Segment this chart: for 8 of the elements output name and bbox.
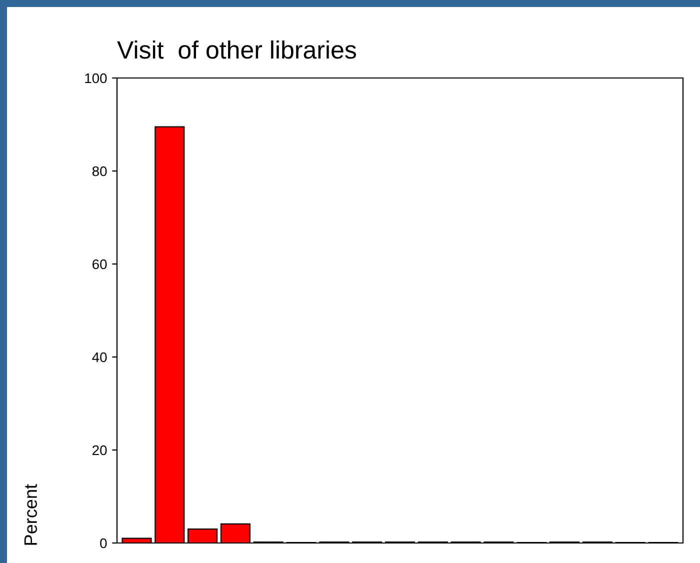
y-tick-label: 20	[92, 445, 107, 456]
y-tick-label: 40	[92, 352, 107, 362]
y-tick-label: 60	[92, 259, 107, 270]
chart-title: Visit of other libraries	[117, 40, 356, 59]
y-axis-title: Percent	[24, 484, 38, 545]
y-tick-label: 100	[85, 73, 107, 84]
y-tick-label: 0	[100, 538, 107, 548]
y-tick-label: 80	[92, 166, 107, 176]
